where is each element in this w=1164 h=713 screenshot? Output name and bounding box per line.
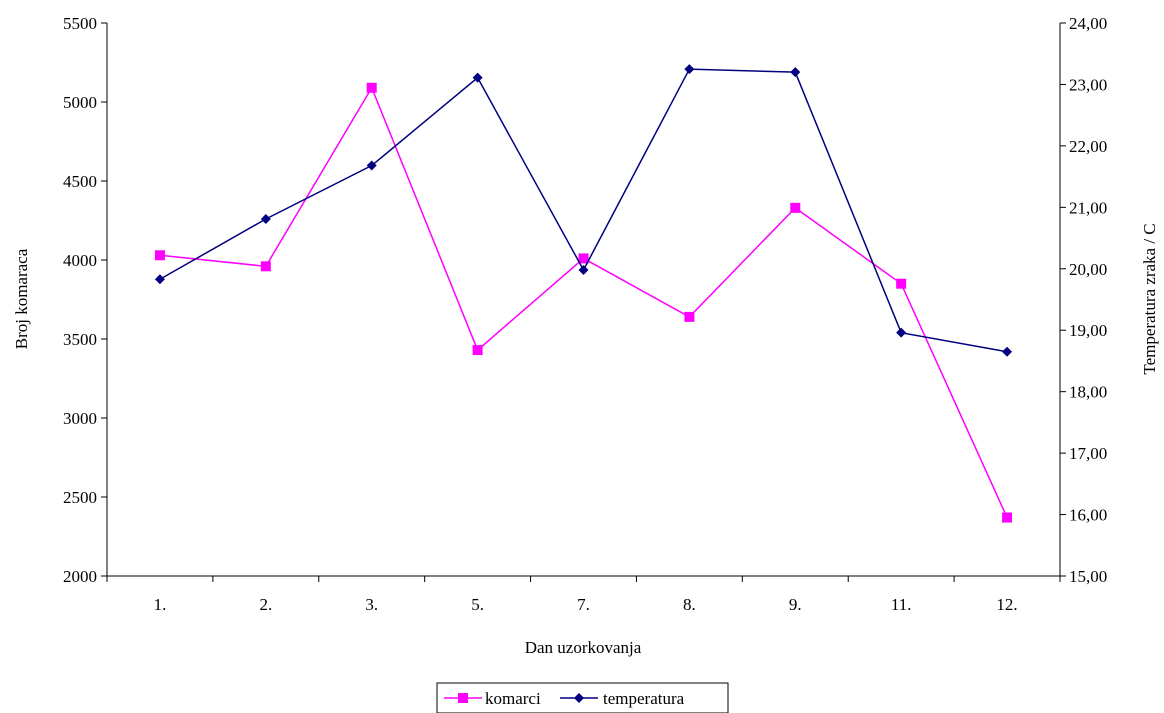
legend: komarci temperatura (436, 682, 729, 713)
y-right-axis-title: Temperatura zraka / C (1140, 223, 1159, 374)
data-point-komarci (684, 311, 695, 322)
right-tick-label: 21,00 (1069, 198, 1107, 217)
series-line-komarci (159, 86, 1008, 518)
x-tick-label: 3. (365, 595, 378, 614)
legend-marker-temperatura (574, 693, 584, 703)
left-tick-label: 4000 (63, 251, 97, 270)
x-tick-label: 7. (577, 595, 590, 614)
left-y-ticks: 2000 2500 3000 3500 4000 4500 5000 5500 (63, 14, 107, 586)
x-ticks: 1. 2. 3. 5. 7. 8. 9. 11. 12. (106, 576, 1061, 614)
data-point-komarci (790, 202, 801, 213)
y-left-axis-title: Broj komaraca (12, 248, 31, 349)
left-tick-label: 5000 (63, 93, 97, 112)
axes (106, 23, 1061, 577)
right-tick-label: 24,00 (1069, 14, 1107, 33)
legend-marker-komarci (458, 693, 468, 703)
right-tick-label: 19,00 (1069, 321, 1107, 340)
data-point-komarci (260, 261, 271, 272)
x-tick-label: 1. (154, 595, 167, 614)
legend-item-temperatura: temperatura (560, 689, 685, 708)
right-tick-label: 20,00 (1069, 260, 1107, 279)
x-tick-label: 11. (891, 595, 912, 614)
data-point-temperatura (896, 327, 907, 338)
data-point-temperatura (366, 160, 377, 171)
data-point-komarci (472, 345, 483, 356)
legend-label-komarci: komarci (485, 689, 541, 708)
right-y-ticks: 15,00 16,00 17,00 18,00 19,00 20,00 21,00 22,00… (1060, 14, 1107, 586)
data-point-temperatura (472, 72, 483, 83)
x-tick-label: 5. (471, 595, 484, 614)
left-tick-label: 2000 (63, 567, 97, 586)
series-komarci (154, 82, 1013, 523)
x-tick-label: 9. (789, 595, 802, 614)
data-point-temperatura (578, 265, 589, 276)
data-point-komarci (366, 82, 377, 93)
right-tick-label: 16,00 (1069, 506, 1107, 525)
data-point-temperatura (1002, 346, 1013, 357)
left-tick-label: 3000 (63, 409, 97, 428)
series-line-temperatura (159, 68, 1008, 353)
series-layer (154, 64, 1013, 523)
x-axis-title: Dan uzorkovanja (525, 638, 642, 657)
data-point-komarci (1002, 512, 1013, 523)
data-point-temperatura (790, 67, 801, 78)
data-point-komarci (154, 250, 165, 261)
data-point-komarci (578, 253, 589, 264)
data-point-komarci (896, 278, 907, 289)
left-tick-label: 2500 (63, 488, 97, 507)
x-tick-label: 2. (259, 595, 272, 614)
right-tick-label: 15,00 (1069, 567, 1107, 586)
left-tick-label: 5500 (63, 14, 97, 33)
data-point-temperatura (154, 274, 165, 285)
left-tick-label: 3500 (63, 330, 97, 349)
legend-label-temperatura: temperatura (603, 689, 685, 708)
right-tick-label: 23,00 (1069, 75, 1107, 94)
right-tick-label: 22,00 (1069, 137, 1107, 156)
data-point-temperatura (684, 64, 695, 75)
left-tick-label: 4500 (63, 172, 97, 191)
data-point-temperatura (260, 214, 271, 225)
x-tick-label: 12. (996, 595, 1017, 614)
right-tick-label: 18,00 (1069, 383, 1107, 402)
legend-item-komarci: komarci (444, 689, 541, 708)
right-tick-label: 17,00 (1069, 444, 1107, 463)
x-tick-label: 8. (683, 595, 696, 614)
series-temperatura (154, 64, 1013, 357)
